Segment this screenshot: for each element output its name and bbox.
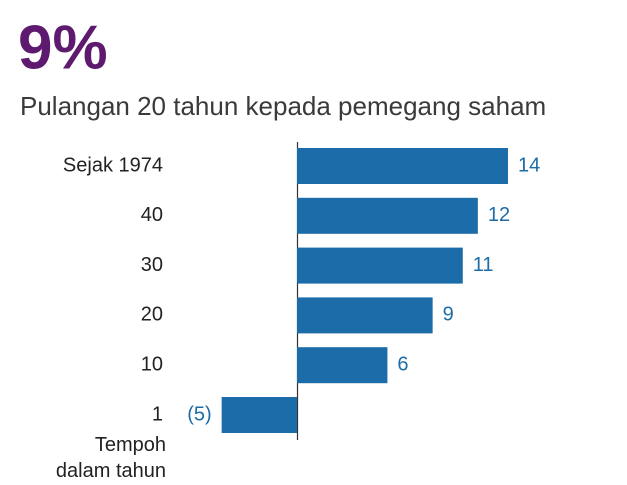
category-label: 30	[141, 254, 163, 276]
value-label: 9	[443, 304, 454, 326]
axis-label: Tempoh dalam tahun	[55, 434, 166, 482]
value-label: 11	[473, 254, 494, 276]
bar	[297, 148, 508, 184]
bar	[297, 347, 388, 384]
category-label: 1	[152, 403, 163, 425]
category-label: 20	[141, 304, 163, 326]
value-label: 12	[488, 204, 510, 226]
category-label: 40	[141, 204, 163, 226]
value-label: (5)	[187, 403, 211, 425]
value-label: 6	[397, 353, 408, 375]
bar	[297, 297, 433, 334]
category-label: Sejak 1974	[63, 154, 163, 176]
bar	[297, 197, 478, 234]
bar	[297, 247, 463, 284]
chart-subtitle: Pulangan 20 tahun kepada pemegang saham	[20, 91, 546, 121]
chart-title: 9%	[18, 13, 108, 82]
bar	[221, 397, 297, 433]
value-label: 14	[518, 154, 540, 176]
category-label: 10	[141, 353, 163, 375]
